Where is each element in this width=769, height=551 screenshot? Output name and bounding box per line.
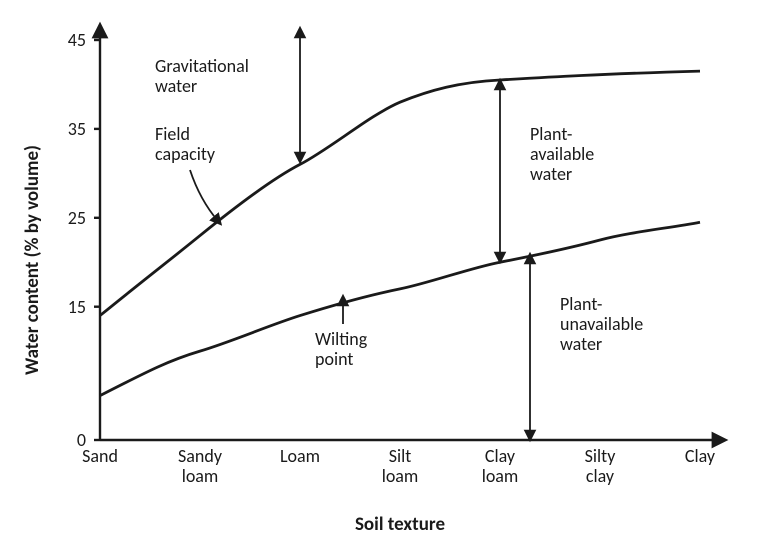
y-axis-title: Water content (% by volume) [21,145,44,375]
y-tick-label: 35 [68,118,86,140]
plant-available-label: Plant- available water [530,123,598,185]
x-tick-label: Loam [280,445,320,467]
soil-water-chart: 0 15 25 35 45 Sand Sandyloam Loam Siltlo… [0,0,769,551]
x-tick-label: Sandyloam [178,445,223,487]
field-capacity-label: Field capacity [155,123,216,165]
wilting-point-curve [100,222,700,395]
x-axis-title: Soil texture [355,513,445,536]
x-tick-label: Siltyclay [585,445,617,487]
chart-svg: 0 15 25 35 45 Sand Sandyloam Loam Siltlo… [0,0,769,551]
x-tick-label: Sand [82,445,118,467]
field-capacity-curve [100,71,700,316]
field-capacity-pointer [190,170,218,221]
y-tick-label: 45 [68,29,86,51]
x-tick-label: Clay [685,445,716,467]
y-tick-label: 25 [68,207,86,229]
y-tick-label: 15 [68,296,86,318]
x-tick-label: Siltloam [382,445,419,487]
wilting-point-label: Wilting point [315,328,371,370]
plant-unavailable-label: Plant- unavailable water [560,293,647,355]
gravitational-water-label: Gravitational water [155,55,253,97]
x-tick-label: Clayloam [482,445,519,487]
